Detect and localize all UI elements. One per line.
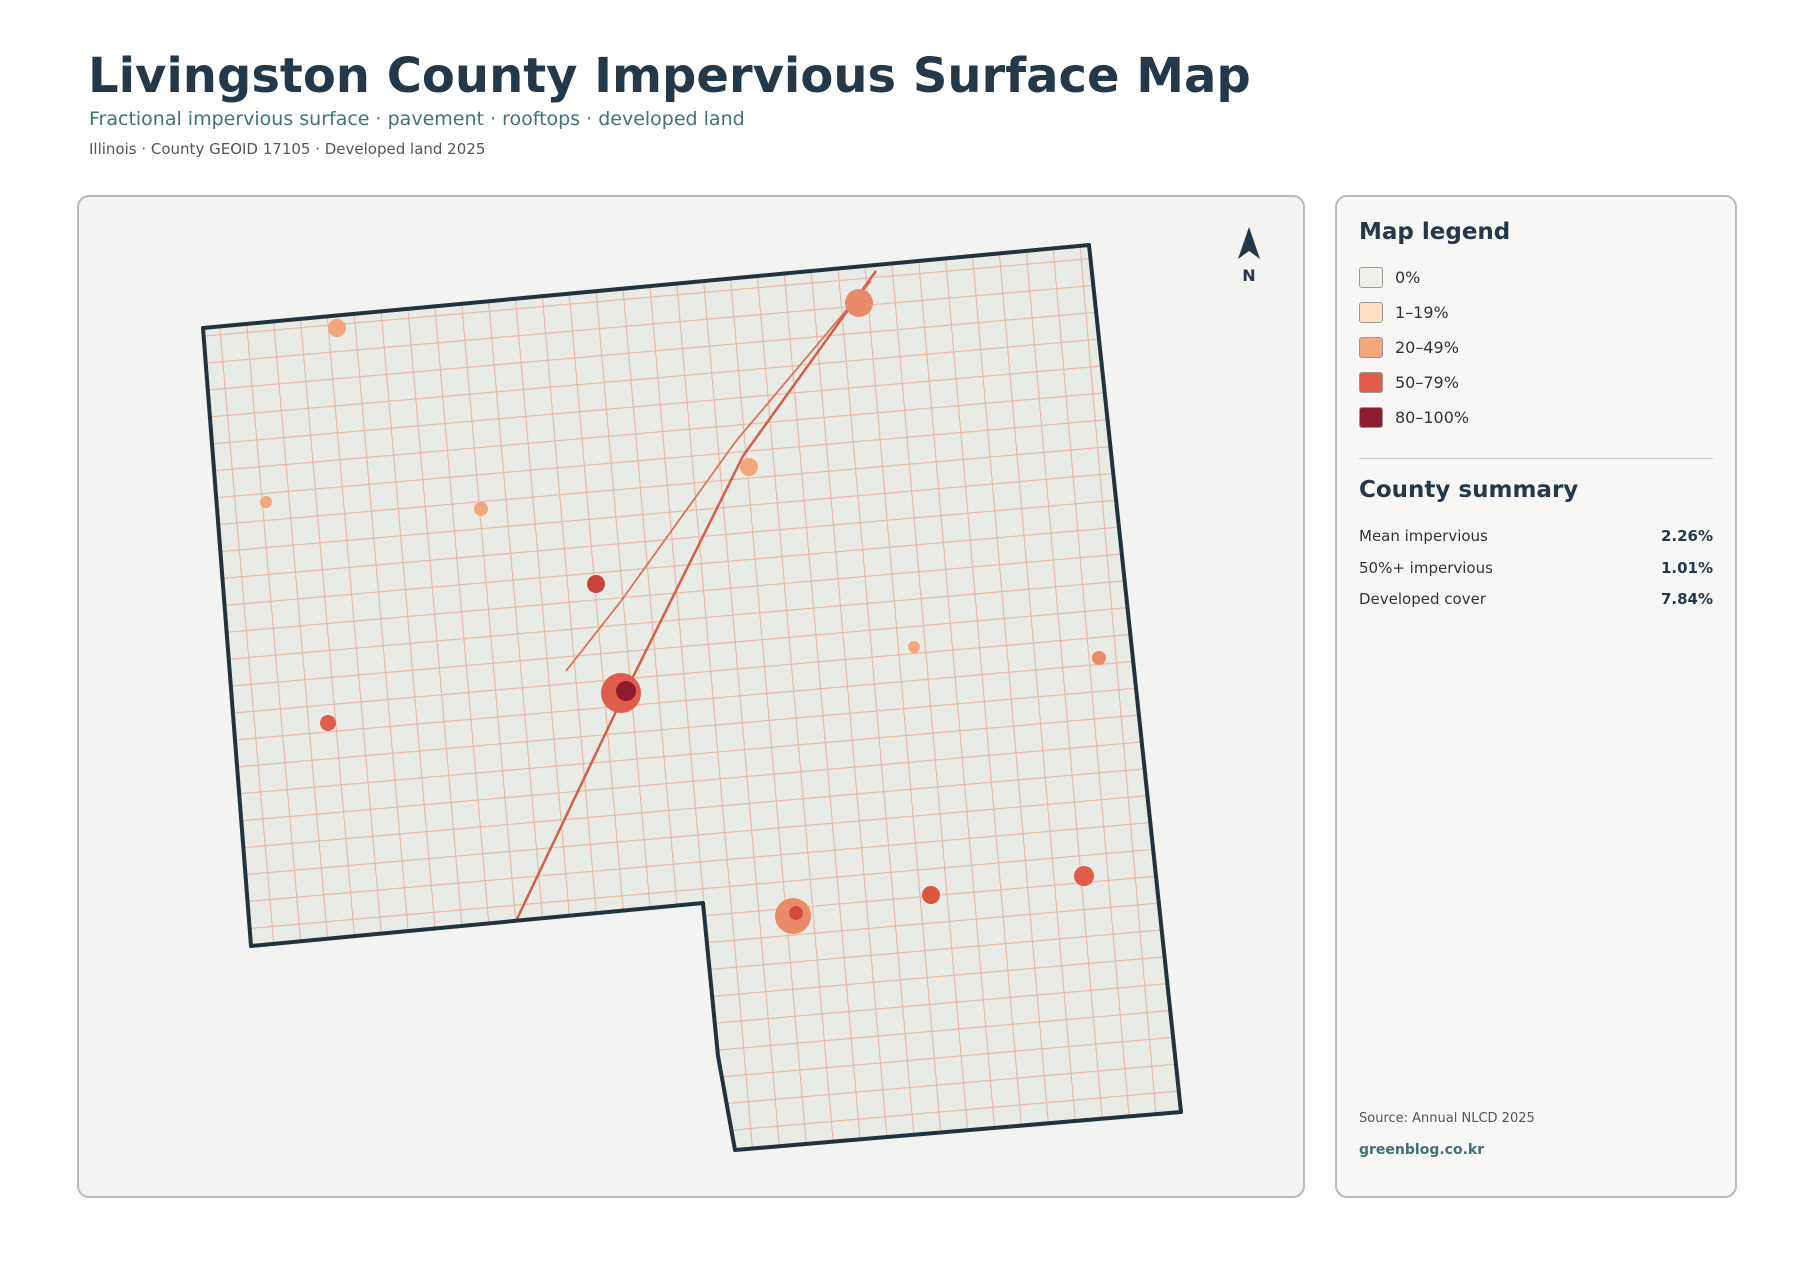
title: Livingston County Impervious Surface Map xyxy=(88,48,1251,104)
site: greenblog.co.kr xyxy=(1359,1142,1485,1158)
legend-item: 80–100% xyxy=(1359,407,1469,428)
summary-row: Developed cover 7.84% xyxy=(1359,590,1713,608)
meta: Illinois · County GEOID 17105 · Develope… xyxy=(89,140,486,158)
summary-value: 2.26% xyxy=(1660,527,1713,545)
legend-swatch xyxy=(1359,372,1383,393)
side-panel: Map legend 0% 1–19% 20–49% 50–79% 80–100% Co… xyxy=(1335,195,1737,1198)
summary-value: 1.01% xyxy=(1660,558,1713,577)
map-panel: N xyxy=(77,195,1305,1198)
legend-swatch xyxy=(1359,302,1383,323)
summary-value: 7.84% xyxy=(1660,590,1713,608)
north-arrow xyxy=(1238,227,1260,259)
county-outline xyxy=(201,243,1183,1152)
map: N xyxy=(201,227,1260,1152)
north-label: N xyxy=(1242,266,1255,285)
summary-row: Mean impervious 2.26% xyxy=(1359,527,1713,545)
legend-title: Map legend xyxy=(1359,219,1511,245)
legend-item: 0% xyxy=(1359,267,1420,288)
legend-label: 80–100% xyxy=(1395,408,1470,427)
legend-swatch xyxy=(1359,267,1383,288)
summary-label: 50%+ impervious xyxy=(1359,558,1493,577)
summary-title: County summary xyxy=(1359,477,1579,503)
summary-label: Mean impervious xyxy=(1359,527,1488,545)
legend-label: 20–49% xyxy=(1395,338,1459,357)
legend-item: 1–19% xyxy=(1359,302,1449,323)
separator xyxy=(1359,458,1713,459)
impervious-layer xyxy=(203,245,1181,1150)
legend-label: 1–19% xyxy=(1395,303,1449,322)
legend-swatch xyxy=(1359,407,1383,428)
summary-label: Developed cover xyxy=(1359,590,1486,608)
legend-item: 20–49% xyxy=(1359,337,1459,358)
legend-item: 50–79% xyxy=(1359,372,1459,393)
legend-swatch xyxy=(1359,337,1383,358)
subtitle: Fractional impervious surface · pavement… xyxy=(89,108,745,130)
summary-row: 50%+ impervious 1.01% xyxy=(1359,559,1713,577)
legend-label: 0% xyxy=(1395,268,1421,287)
source: Source: Annual NLCD 2025 xyxy=(1359,1111,1535,1126)
legend-label: 50–79% xyxy=(1395,373,1459,392)
